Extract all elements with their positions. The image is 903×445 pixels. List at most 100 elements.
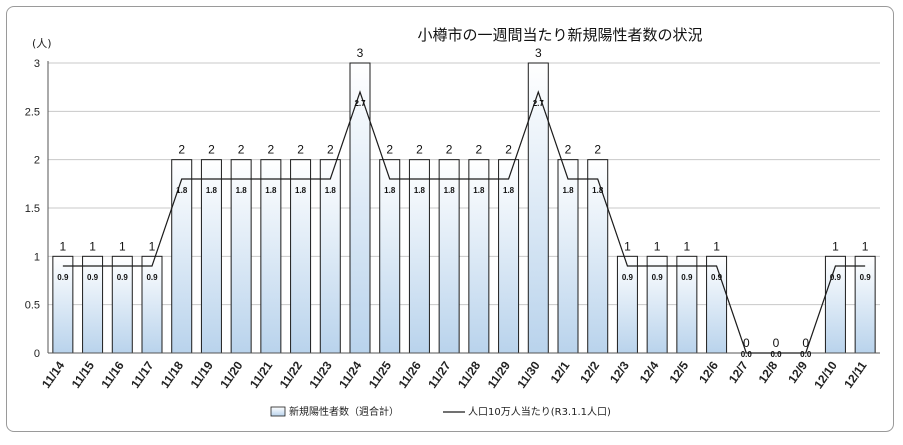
x-tick-label: 11/15: [69, 358, 97, 390]
rate-value-label: 1.8: [384, 186, 396, 195]
x-tick-label: 12/7: [726, 358, 751, 385]
y-tick-label: 0.5: [25, 300, 40, 312]
rate-value-label: 0.9: [117, 273, 129, 282]
x-tick-label: 11/14: [39, 358, 67, 390]
rate-value-label: 0.0: [770, 350, 782, 359]
rate-value-label: 1.8: [236, 186, 248, 195]
rate-value-label: 1.8: [414, 186, 426, 195]
bar-value-label: 2: [268, 143, 275, 157]
bar-value-label: 2: [238, 143, 245, 157]
bar-value-label: 1: [654, 239, 661, 253]
x-tick-label: 12/1: [548, 358, 573, 385]
x-tick-label: 12/10: [811, 358, 840, 391]
y-axis-ticks: 0 0.5 1 1.5 2 2.5 3: [25, 58, 40, 360]
rate-value-label: 2.7: [533, 99, 545, 108]
bar-value-label: 2: [327, 143, 334, 157]
x-tick-label: 12/9: [785, 358, 810, 385]
rate-line: [62, 90, 866, 354]
x-tick-label: 12/4: [637, 358, 662, 385]
bar-value-label: 1: [832, 239, 839, 253]
bar: [706, 255, 728, 354]
x-tick-label: 11/30: [514, 358, 542, 390]
x-tick-label: 11/29: [485, 358, 513, 390]
x-tick-label: 12/8: [756, 358, 781, 385]
x-tick-label: 12/11: [841, 358, 869, 390]
rate-value-label: 0.9: [681, 273, 693, 282]
y-tick-label: 1.5: [25, 203, 40, 215]
rate-value-label: 0.9: [622, 273, 634, 282]
rate-value-label: 1.8: [503, 186, 515, 195]
rate-value-label: 1.8: [265, 186, 277, 195]
rate-value-label: 1.8: [295, 186, 307, 195]
x-tick-label: 11/21: [247, 358, 275, 390]
y-tick-label: 2.5: [25, 106, 40, 118]
bar: [824, 255, 846, 354]
bar-value-labels: 1 1 1 1 2 2 2 2 2 2 3 2 2 2 2 2 3 2 2 1 1 1 1 0 0 0 1 1: [60, 46, 869, 350]
x-tick-label: 11/26: [396, 358, 424, 390]
bar-value-label: 1: [89, 239, 96, 253]
rate-value-label: 0.9: [87, 273, 99, 282]
bar-value-label: 1: [862, 239, 869, 253]
y-tick-label: 0: [34, 348, 40, 360]
bar-value-label: 3: [357, 46, 364, 60]
y-tick-label: 1: [34, 251, 40, 263]
bar-value-label: 0: [773, 336, 780, 350]
bar: [141, 255, 163, 354]
bar-value-label: 3: [535, 46, 542, 60]
bar-value-label: 1: [60, 239, 67, 253]
bar: [82, 255, 104, 354]
bar: [854, 255, 876, 354]
bar-value-label: 2: [297, 143, 304, 157]
rate-value-label: 1.8: [473, 186, 485, 195]
x-tick-label: 11/24: [336, 358, 364, 390]
bar-value-label: 2: [594, 143, 601, 157]
rate-value-label: 0.9: [57, 273, 69, 282]
axes: [47, 61, 880, 354]
rate-value-label: 0.9: [146, 273, 158, 282]
bar-value-label: 2: [565, 143, 572, 157]
x-tick-label: 12/5: [666, 358, 691, 385]
bar: [676, 255, 698, 354]
rate-value-label: 0.0: [800, 350, 812, 359]
bar-value-label: 2: [446, 143, 453, 157]
bar-value-label: 1: [713, 239, 720, 253]
bar-value-label: 1: [624, 239, 631, 253]
chart-title: 小樽市の一週間当たり新規陽性者数の状況: [417, 26, 702, 44]
rate-value-label: 1.8: [176, 186, 188, 195]
x-tick-label: 11/23: [306, 358, 334, 390]
bar-series: [52, 62, 876, 354]
rate-value-label: 0.9: [860, 273, 872, 282]
bar-value-label: 0: [743, 336, 750, 350]
bar-value-label: 1: [119, 239, 126, 253]
bar: [52, 255, 74, 354]
bar-value-label: 2: [505, 143, 512, 157]
x-tick-label: 11/22: [277, 358, 305, 390]
bar-value-label: 2: [416, 143, 423, 157]
y-tick-label: 2: [34, 155, 40, 167]
x-tick-label: 12/6: [696, 358, 721, 385]
x-tick-label: 12/2: [577, 358, 602, 385]
x-tick-label: 11/19: [188, 358, 216, 390]
legend-label-cases: 新規陽性者数（週合計）: [289, 405, 399, 418]
rate-value-label: 1.8: [592, 186, 604, 195]
x-tick-label: 11/25: [366, 358, 394, 390]
rate-value-label: 1.8: [206, 186, 218, 195]
legend: 新規陽性者数（週合計） 人口10万人当たり(R3.1.1人口): [270, 405, 611, 418]
bar-value-label: 2: [476, 143, 483, 157]
rate-value-label: 0.9: [711, 273, 723, 282]
y-axis-unit-label: (人): [32, 37, 52, 50]
rate-value-label: 0.0: [741, 350, 753, 359]
x-tick-label: 11/20: [217, 358, 245, 390]
x-tick-label: 11/18: [158, 358, 186, 390]
bar: [616, 255, 638, 354]
x-tick-label: 11/17: [128, 358, 156, 390]
rate-value-label: 1.8: [325, 186, 337, 195]
x-axis-ticks: 11/14 11/15 11/16 11/17 11/18 11/19 11/20 11/21…: [39, 358, 870, 391]
bar-value-label: 1: [684, 239, 691, 253]
rate-value-label: 2.7: [354, 99, 366, 108]
bar-value-label: 1: [149, 239, 156, 253]
x-tick-label: 11/16: [98, 358, 126, 390]
bar-value-label: 0: [802, 336, 809, 350]
y-tick-label: 3: [34, 58, 40, 70]
